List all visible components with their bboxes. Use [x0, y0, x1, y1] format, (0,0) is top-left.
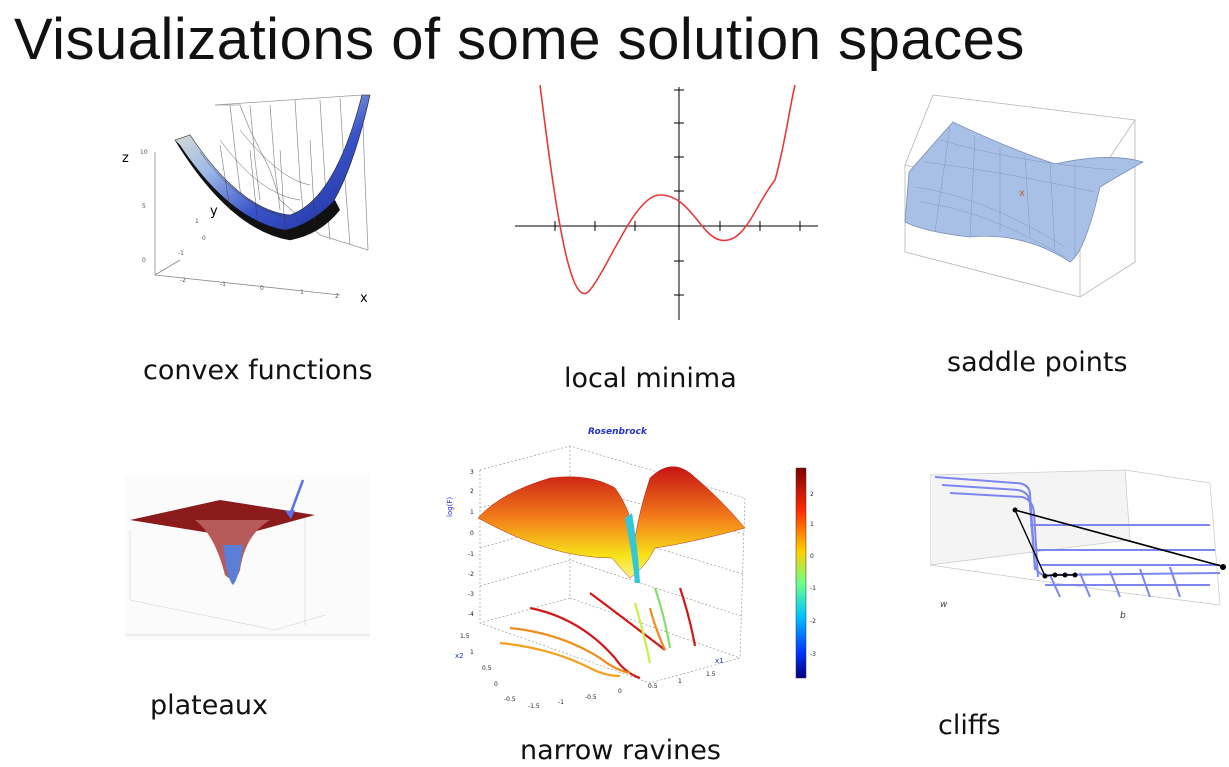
tick-label: 10	[140, 149, 148, 156]
tick-label: 0	[260, 285, 264, 292]
convex-function-plot: z y x 10 5 1 0 -1 0 -2 -1 0 1 2	[120, 90, 380, 315]
tick-label: -2	[180, 277, 186, 284]
cbar-tick: 2	[810, 491, 814, 498]
x1-tick: -1.5	[528, 703, 540, 710]
x2-tick: 1.5	[460, 633, 470, 640]
ztick: 1	[470, 509, 474, 516]
x1-tick: 0	[618, 688, 622, 695]
caption-plateaux: plateaux	[150, 690, 269, 721]
plot-title: Rosenbrock	[588, 427, 648, 437]
zlabel: log(F)	[446, 497, 454, 517]
caption-convex-functions: convex functions	[143, 355, 373, 386]
plateau-plot	[125, 475, 370, 640]
ylabel: x2	[455, 652, 464, 660]
tick-label: 2	[335, 293, 339, 300]
cbar-tick: 0	[810, 553, 814, 560]
ztick: -4	[468, 611, 474, 618]
tick-label: -1	[220, 281, 226, 288]
axis-label-w: w	[940, 600, 948, 610]
xlabel: x1	[715, 657, 724, 665]
x1-tick: 1	[678, 678, 682, 685]
tick-label: 0	[142, 257, 146, 264]
caption-narrow-ravines: narrow ravines	[520, 735, 721, 766]
caption-cliffs: cliffs	[938, 710, 1001, 741]
axis-label-b: b	[1120, 611, 1126, 621]
x2-tick: 1	[470, 649, 474, 656]
cliff-plot: w b	[929, 465, 1229, 625]
axis-label-x: x	[360, 291, 368, 306]
x2-tick: 0.5	[482, 665, 492, 672]
local-minima-plot	[510, 84, 822, 325]
cbar-tick: -1	[810, 585, 816, 592]
tick-label: -1	[178, 250, 184, 257]
tick-label: 5	[142, 203, 146, 210]
saddle-point-plot: x	[895, 92, 1145, 302]
x1-tick: 0.5	[648, 683, 658, 690]
caption-local-minima: local minima	[564, 363, 737, 394]
rosenbrock-plot: Rosenbrock log(F) 3 2 1 0 -1 -2 -3 -4	[440, 418, 830, 718]
ztick: -2	[468, 571, 474, 578]
tick-label: 0	[202, 235, 206, 242]
tick-label: 1	[195, 218, 199, 225]
tick-label: 1	[300, 289, 304, 296]
ztick: 0	[470, 530, 474, 537]
ztick: -1	[468, 551, 474, 558]
ztick: 3	[470, 469, 474, 476]
slide-title: Visualizations of some solution spaces	[14, 7, 1025, 72]
caption-saddle-points: saddle points	[947, 347, 1128, 378]
x1-tick: 1.5	[706, 671, 716, 678]
ztick: -3	[468, 591, 474, 598]
x2-tick: -0.5	[504, 696, 516, 703]
axis-label-y: y	[210, 204, 218, 219]
cbar-tick: 1	[810, 521, 814, 528]
axis-label-z: z	[122, 151, 129, 166]
x2-tick: 0	[494, 681, 498, 688]
cbar-tick: -3	[810, 651, 816, 658]
cbar-tick: -2	[810, 618, 816, 625]
colorbar	[795, 467, 807, 679]
ztick: 2	[470, 488, 474, 495]
x1-tick: -0.5	[585, 694, 597, 701]
svg-text:x: x	[1019, 188, 1025, 199]
x1-tick: -1	[558, 699, 564, 706]
